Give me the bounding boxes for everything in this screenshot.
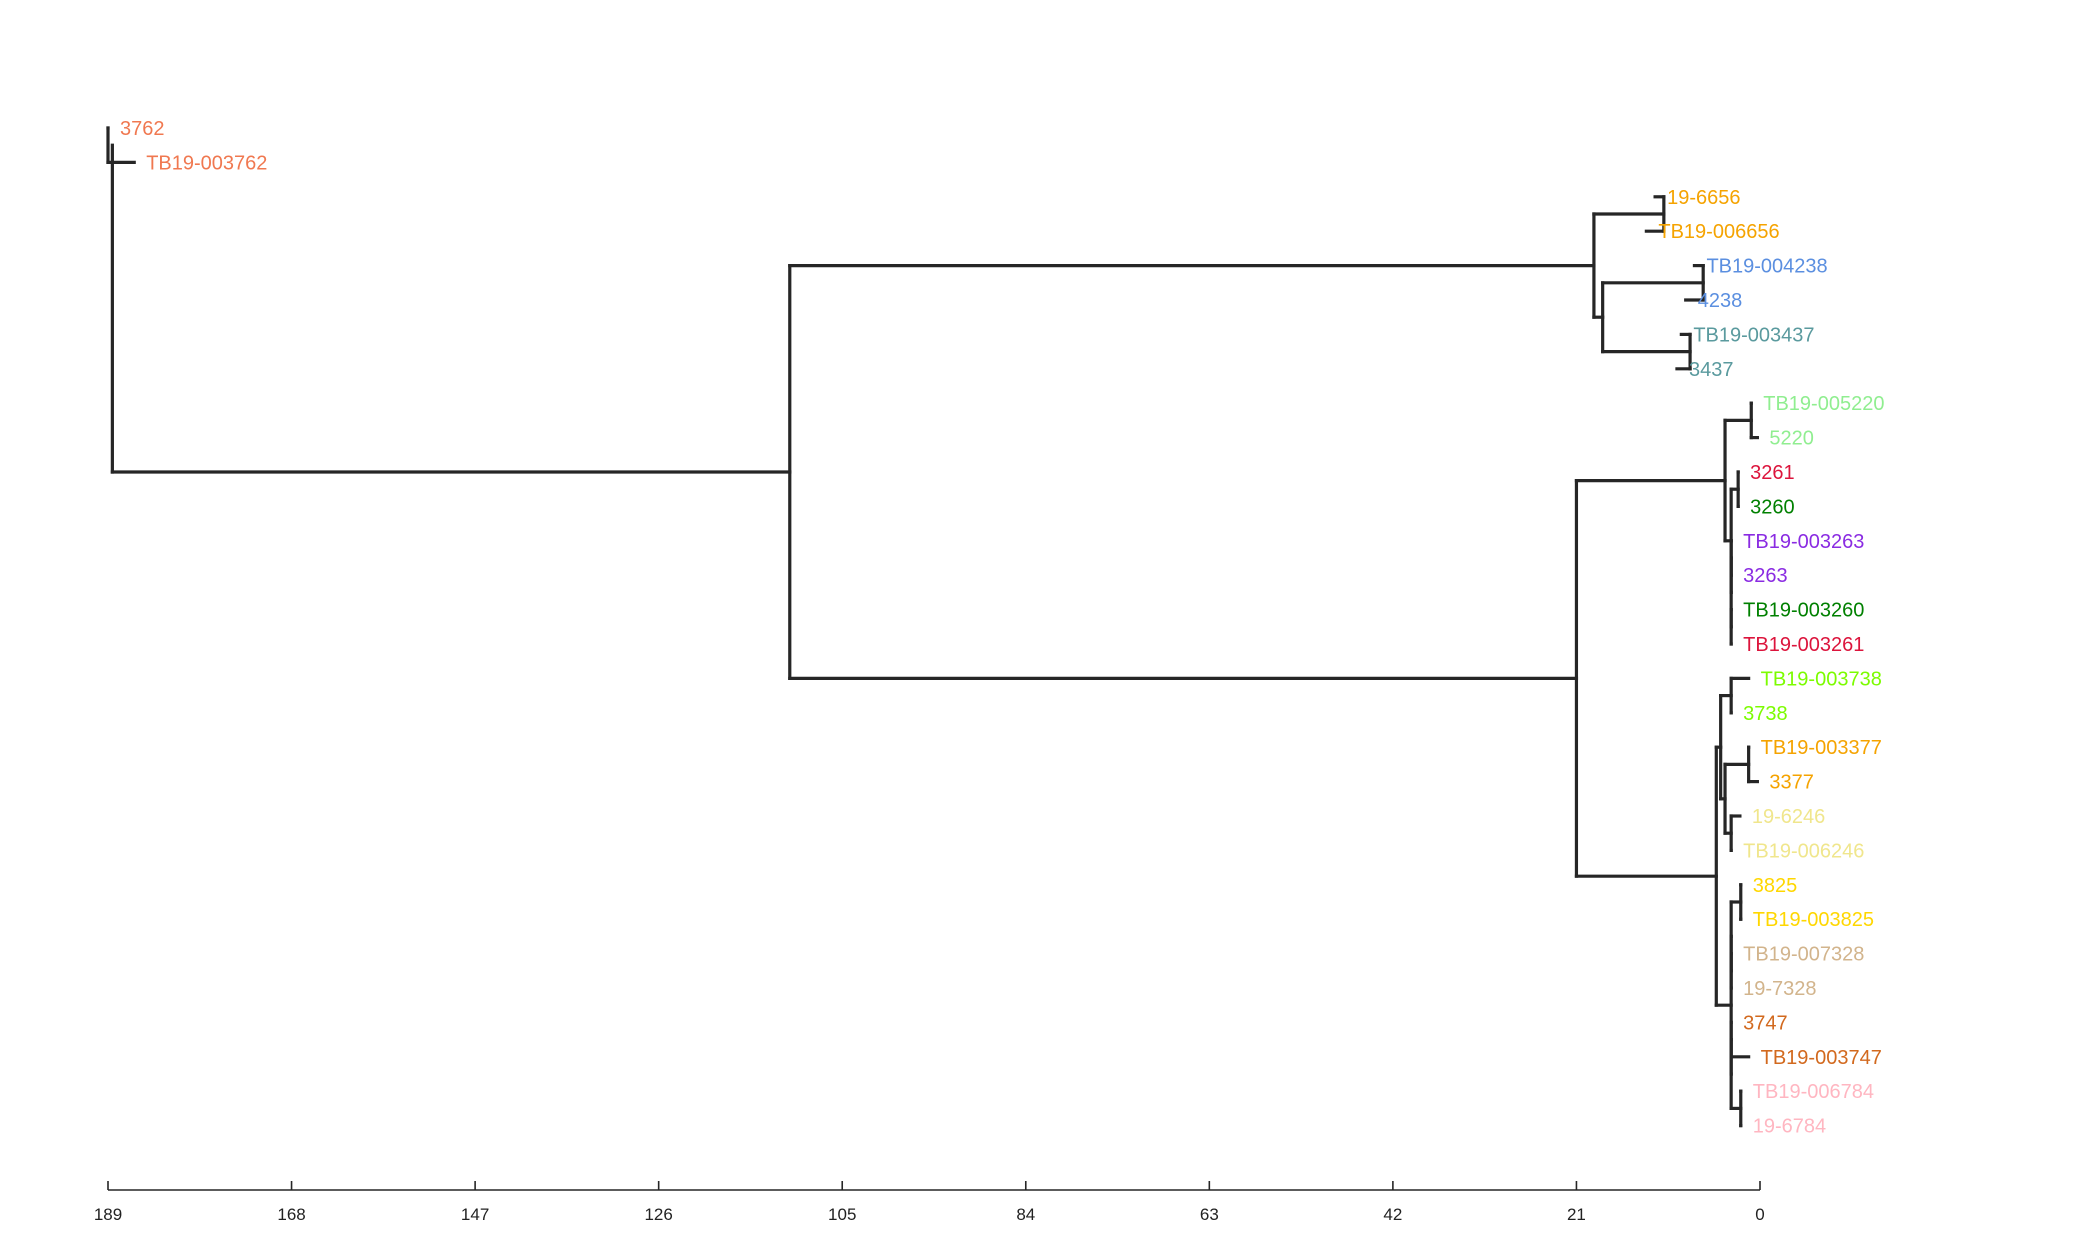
- leaf-label: TB19-003762: [146, 152, 267, 174]
- x-tick-label: 105: [828, 1205, 856, 1224]
- leaf-label: 3261: [1750, 462, 1795, 484]
- leaf-label: 4238: [1698, 290, 1743, 312]
- x-tick-label: 0: [1755, 1205, 1764, 1224]
- leaf-label: TB19-006784: [1753, 1081, 1874, 1103]
- x-tick-label: 42: [1383, 1205, 1402, 1224]
- x-tick-label: 168: [277, 1205, 305, 1224]
- leaf-label: TB19-003260: [1743, 600, 1864, 622]
- leaf-label: TB19-006656: [1658, 221, 1779, 243]
- x-tick-label: 21: [1567, 1205, 1586, 1224]
- leaf-label: 19-6246: [1752, 806, 1825, 828]
- x-tick-label: 84: [1016, 1205, 1035, 1224]
- leaf-label: 3260: [1750, 496, 1795, 518]
- leaf-label: 3762: [120, 118, 165, 140]
- leaf-label: TB19-004238: [1706, 256, 1827, 278]
- x-tick-label: 63: [1200, 1205, 1219, 1224]
- leaf-label: 3738: [1743, 703, 1788, 725]
- x-tick-label: 189: [94, 1205, 122, 1224]
- leaf-label: TB19-003377: [1761, 737, 1882, 759]
- leaf-label: TB19-005220: [1763, 393, 1884, 415]
- leaf-label: 3437: [1689, 359, 1734, 381]
- leaf-label: TB19-006246: [1743, 840, 1864, 862]
- leaf-label: TB19-003747: [1761, 1047, 1882, 1069]
- leaf-label: 19-7328: [1743, 978, 1816, 1000]
- leaf-label: 5220: [1769, 428, 1814, 450]
- leaf-label: 19-6784: [1753, 1116, 1826, 1138]
- dendrogram-branches: [106, 126, 1759, 1128]
- leaf-labels: 3762 TB19-003762 19-6656 TB19-006656 TB19-00…: [120, 118, 1884, 1138]
- leaf-label: TB19-003437: [1693, 324, 1814, 346]
- leaf-label: 3377: [1769, 772, 1814, 794]
- x-tick-label: 126: [644, 1205, 672, 1224]
- leaf-label: TB19-003825: [1753, 909, 1874, 931]
- leaf-label: 3747: [1743, 1012, 1788, 1034]
- leaf-label: TB19-007328: [1743, 944, 1864, 966]
- leaf-label: 19-6656: [1667, 187, 1740, 209]
- leaf-label: TB19-003261: [1743, 634, 1864, 656]
- leaf-label: TB19-003738: [1761, 668, 1882, 690]
- leaf-label: 3263: [1743, 565, 1788, 587]
- x-axis: 189 168 147 126 105 84 63 42 21 0: [94, 1181, 1765, 1224]
- x-tick-label: 147: [461, 1205, 489, 1224]
- leaf-label: 3825: [1753, 875, 1798, 897]
- leaf-label: TB19-003263: [1743, 531, 1864, 553]
